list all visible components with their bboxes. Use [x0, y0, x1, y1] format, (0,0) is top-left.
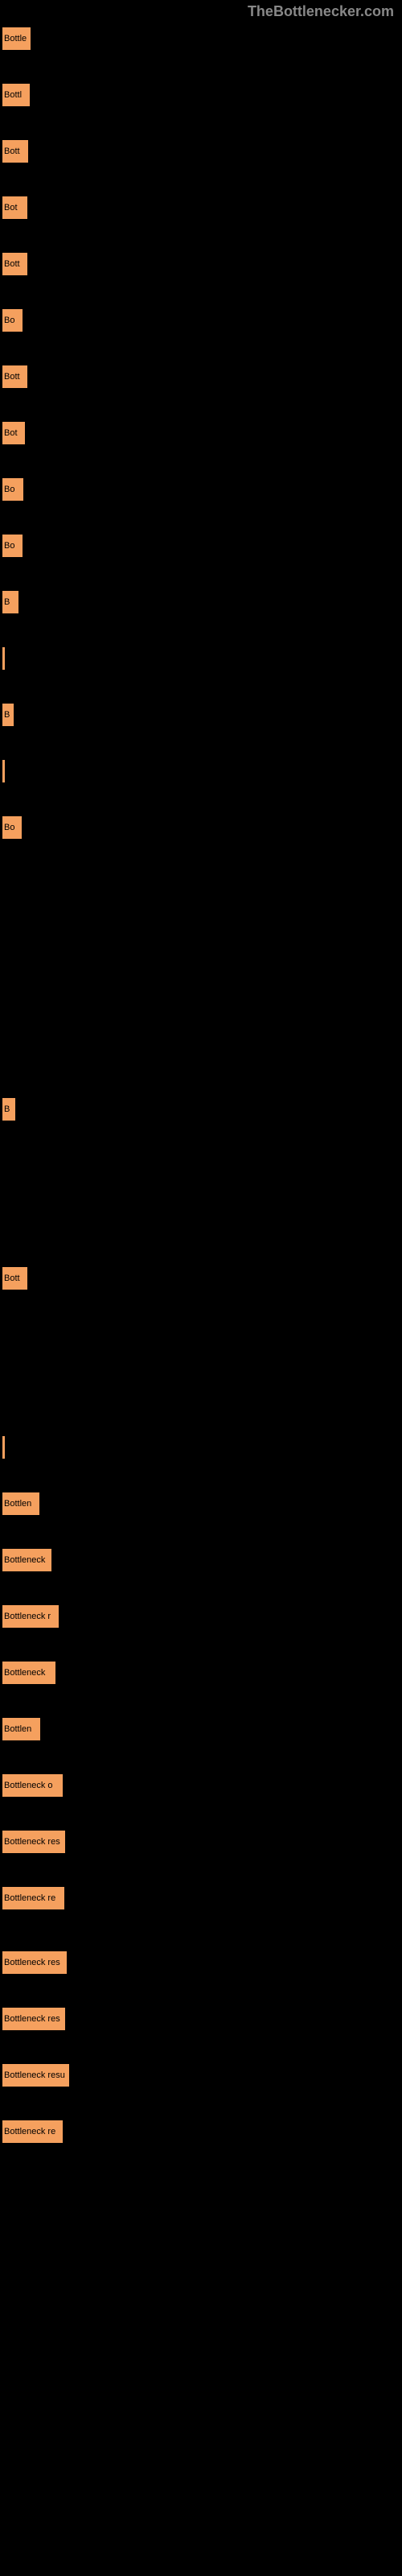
- bar-row: Bott: [2, 365, 402, 389]
- bar-row: Bottleneck r: [2, 1604, 402, 1629]
- bar-label: B: [4, 1104, 10, 1114]
- chart-bar: Bottleneck o: [2, 1773, 64, 1798]
- bar-label: Bott: [4, 1274, 20, 1283]
- chart-bar: Bott: [2, 252, 28, 276]
- bar-label: Bo: [4, 316, 14, 325]
- bar-row: Bott: [2, 252, 402, 276]
- bar-label: Bottleneck resu: [4, 2070, 65, 2080]
- bar-row: B: [2, 1097, 402, 1121]
- bar-row: Bo: [2, 534, 402, 558]
- chart-bar: Bottleneck res: [2, 2007, 66, 2031]
- bar-label: Bottle: [4, 34, 27, 43]
- bar-label: Bottleneck r: [4, 1612, 51, 1621]
- chart-bar: B: [2, 1097, 16, 1121]
- chart-bar: Bottle: [2, 27, 31, 51]
- bar-label: Bott: [4, 372, 20, 382]
- chart-bar: Bottleneck r: [2, 1604, 59, 1629]
- bar-label: Bott: [4, 147, 20, 156]
- chart-bar: B: [2, 703, 14, 727]
- bar-row: Bo: [2, 815, 402, 840]
- bar-row: Bottleneck res: [2, 1951, 402, 1975]
- header-title: TheBottlenecker.com: [0, 0, 402, 27]
- bar-row: Bo: [2, 477, 402, 502]
- bar-row: Bottleneck: [2, 1548, 402, 1572]
- chart-bar: Bo: [2, 477, 24, 502]
- bar-label: B: [4, 710, 10, 720]
- bar-row: Bott: [2, 139, 402, 163]
- chart-bar: Bot: [2, 421, 26, 445]
- chart-bar: Bo: [2, 308, 23, 332]
- bar-row: Bot: [2, 421, 402, 445]
- bar-label: Bott: [4, 259, 20, 269]
- bar-row: [2, 759, 402, 783]
- bar-row: Bottleneck res: [2, 1830, 402, 1854]
- bar-label: Bottleneck re: [4, 2127, 55, 2136]
- bar-label: Bot: [4, 203, 18, 213]
- chart-bar: [2, 646, 6, 671]
- bar-label: Bottleneck res: [4, 1837, 60, 1847]
- bar-row: Bottlen: [2, 1717, 402, 1741]
- bar-label: Bo: [4, 823, 14, 832]
- chart-bar: Bottlen: [2, 1492, 40, 1516]
- chart-bar: Bottl: [2, 83, 31, 107]
- chart-bar: [2, 1435, 6, 1459]
- bar-row: B: [2, 590, 402, 614]
- chart-bar: Bottleneck re: [2, 1886, 65, 1910]
- bar-label: Bottleneck re: [4, 1893, 55, 1903]
- chart-bar: Bottleneck resu: [2, 2063, 70, 2087]
- chart-bar: Bott: [2, 139, 29, 163]
- bar-label: Bottl: [4, 90, 22, 100]
- bar-label: Bottlen: [4, 1724, 31, 1734]
- bar-label: Bot: [4, 428, 18, 438]
- bar-row: Bottle: [2, 27, 402, 51]
- bar-label: Bo: [4, 485, 14, 494]
- bar-row: [2, 1435, 402, 1459]
- bar-row: Bottleneck re: [2, 1886, 402, 1910]
- bar-label: Bottleneck res: [4, 2014, 60, 2024]
- bar-label: Bottlen: [4, 1499, 31, 1509]
- chart-bar: Bottlen: [2, 1717, 41, 1741]
- bar-label: Bo: [4, 541, 14, 551]
- bar-label: Bottleneck: [4, 1668, 45, 1678]
- chart-bar: Bott: [2, 365, 28, 389]
- chart-bar: Bottleneck re: [2, 2120, 64, 2144]
- bar-label: Bottleneck: [4, 1555, 45, 1565]
- chart-bar: Bottleneck res: [2, 1830, 66, 1854]
- bar-row: B: [2, 703, 402, 727]
- chart-bar: Bott: [2, 1266, 28, 1290]
- bar-chart-container: Bottle Bottl Bott Bot Bott Bo Bott Bot Bo Bo B B Bo B…: [0, 27, 402, 2144]
- bar-row: [2, 646, 402, 671]
- chart-bar: B: [2, 590, 19, 614]
- chart-bar: Bottleneck: [2, 1548, 52, 1572]
- bar-row: Bottleneck resu: [2, 2063, 402, 2087]
- bar-row: Bottleneck o: [2, 1773, 402, 1798]
- bar-label: Bottleneck o: [4, 1781, 53, 1790]
- bar-row: Bottleneck re: [2, 2120, 402, 2144]
- bar-label: Bottleneck res: [4, 1958, 60, 1967]
- bar-row: Bot: [2, 196, 402, 220]
- bar-row: Bottleneck: [2, 1661, 402, 1685]
- bar-row: Bottl: [2, 83, 402, 107]
- bar-label: B: [4, 597, 10, 607]
- bar-row: Bottlen: [2, 1492, 402, 1516]
- bar-row: Bott: [2, 1266, 402, 1290]
- chart-bar: Bot: [2, 196, 28, 220]
- chart-bar: Bottleneck: [2, 1661, 56, 1685]
- chart-bar: Bo: [2, 815, 23, 840]
- chart-bar: Bo: [2, 534, 23, 558]
- bar-row: Bottleneck res: [2, 2007, 402, 2031]
- chart-bar: Bottleneck res: [2, 1951, 68, 1975]
- chart-bar: [2, 759, 6, 783]
- bar-row: Bo: [2, 308, 402, 332]
